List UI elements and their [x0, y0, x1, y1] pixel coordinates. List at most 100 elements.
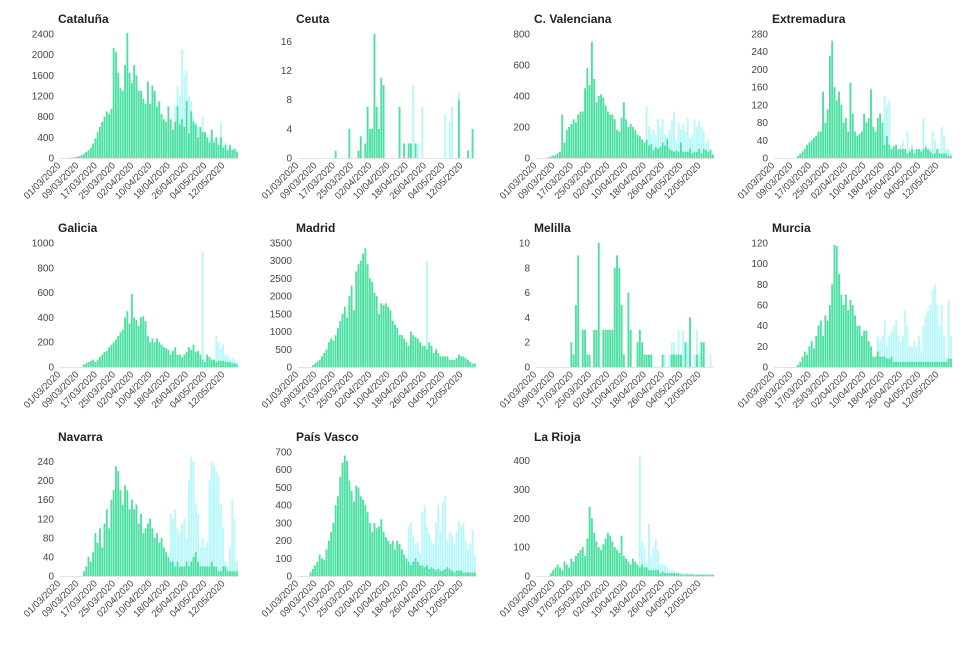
bar-late — [908, 346, 911, 367]
chart-panel-0: Cataluña0400800120016002000240001/03/202… — [22, 12, 238, 202]
bar-main — [133, 317, 136, 367]
bar-main — [570, 123, 573, 158]
bar-main — [872, 356, 875, 367]
bar-main — [112, 490, 115, 576]
bar-main — [799, 153, 802, 158]
bar-main — [471, 572, 474, 576]
y-tick-label: 200 — [37, 476, 54, 487]
bar-late — [451, 106, 453, 158]
bar-main — [620, 535, 623, 576]
bar-main — [343, 455, 346, 576]
bar-main — [169, 561, 172, 576]
y-tick-label: 2400 — [32, 30, 55, 41]
bar-main — [357, 487, 360, 576]
bar-main — [222, 566, 225, 576]
bar-main — [618, 131, 621, 158]
bar-main — [128, 72, 131, 158]
chart-title: País Vasco — [296, 430, 359, 444]
bar-late — [231, 499, 234, 576]
bar-main — [661, 354, 664, 367]
bar-late — [226, 566, 229, 576]
bar-main — [441, 356, 444, 367]
bar-main — [178, 354, 181, 367]
bar-main — [625, 558, 628, 576]
bar-main — [419, 565, 422, 576]
bar-main — [219, 571, 222, 576]
bar-main — [705, 150, 707, 158]
bar-main — [679, 354, 682, 367]
bar-main — [380, 303, 383, 367]
bar-main — [311, 568, 314, 576]
bar-main — [318, 554, 321, 576]
bar-main — [597, 547, 600, 576]
bar-main — [140, 317, 142, 367]
bar-main — [801, 356, 804, 367]
bar-main — [824, 315, 827, 367]
chart-title: Cataluña — [58, 12, 109, 26]
bar-main — [92, 143, 95, 158]
bar-main — [627, 561, 630, 576]
bar-late — [222, 528, 225, 576]
bar-late — [199, 547, 202, 576]
bar-main — [167, 349, 170, 367]
y-tick-label: 120 — [751, 100, 768, 111]
bar-main — [371, 531, 374, 576]
bar-main — [606, 329, 609, 367]
bar-main — [691, 153, 694, 158]
bar-main — [838, 274, 840, 367]
bar-main — [217, 571, 220, 576]
bar-late — [668, 130, 671, 158]
bar-late — [407, 526, 410, 576]
chart-title: Ceuta — [296, 12, 330, 26]
bar-main — [586, 538, 589, 576]
bar-late — [931, 289, 934, 367]
bar-main — [160, 114, 163, 158]
bar-main — [314, 363, 317, 367]
bar-main — [826, 109, 829, 158]
bar-main — [693, 151, 696, 158]
bar-late — [663, 564, 666, 576]
bar-main — [886, 135, 888, 158]
bar-late — [654, 134, 657, 158]
bar-main — [350, 285, 353, 367]
bar-main — [327, 540, 330, 576]
bar-main — [600, 94, 602, 158]
bar-main — [695, 574, 698, 576]
y-tick-label: 8 — [524, 263, 530, 274]
bar-late — [423, 505, 426, 576]
bar-main — [375, 106, 378, 158]
bar-main — [606, 532, 609, 576]
bar-main — [217, 360, 220, 367]
bar-late — [473, 554, 476, 576]
bar-main — [114, 339, 117, 367]
bar-main — [616, 255, 618, 367]
bar-main — [638, 136, 641, 158]
bar-main — [208, 566, 211, 576]
bar-late — [661, 119, 664, 158]
bar-late — [448, 121, 451, 158]
bar-main — [584, 329, 586, 367]
bar-main — [806, 354, 809, 367]
bar-main — [554, 567, 557, 576]
bar-main — [137, 90, 140, 158]
bar-main — [231, 363, 234, 367]
bar-main — [403, 143, 406, 158]
bar-main — [178, 124, 181, 158]
bar-main — [682, 574, 685, 576]
bar-main — [181, 119, 184, 158]
bar-main — [547, 157, 550, 158]
bar-main — [657, 570, 660, 576]
bar-late — [915, 346, 918, 367]
bar-main — [679, 142, 682, 158]
bar-main — [384, 537, 387, 576]
bar-main — [192, 556, 195, 576]
y-tick-label: 600 — [513, 61, 530, 72]
bar-main — [828, 56, 831, 158]
y-tick-label: 700 — [275, 448, 292, 459]
bar-main — [158, 542, 161, 576]
y-tick-label: 160 — [751, 83, 768, 94]
bar-main — [435, 349, 437, 367]
bar-main — [108, 347, 110, 367]
chart-panel-6: Melilla024681001/03/202009/03/202017/03/… — [498, 221, 714, 411]
bar-main — [645, 354, 648, 367]
